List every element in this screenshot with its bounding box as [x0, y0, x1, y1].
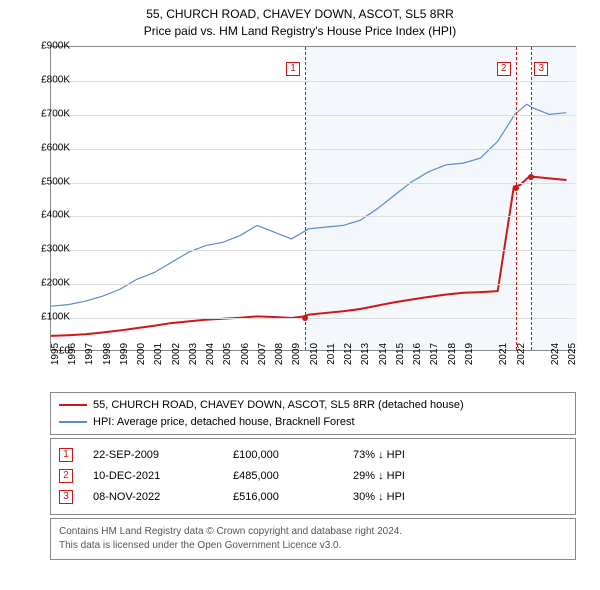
- x-axis-label: 1998: [102, 343, 113, 365]
- x-axis-label: 1999: [119, 343, 130, 365]
- x-axis-label: 2019: [464, 343, 475, 365]
- sale-marker-badge: 3: [534, 62, 548, 76]
- y-axis-label: £500K: [24, 176, 70, 187]
- x-axis-label: 2014: [378, 343, 389, 365]
- x-axis-label: 2021: [498, 343, 509, 365]
- series-dot: [513, 185, 519, 191]
- legend-label-hpi: HPI: Average price, detached house, Brac…: [93, 414, 355, 431]
- sale-price: £100,000: [233, 445, 333, 466]
- sale-delta: 73% ↓ HPI: [353, 445, 405, 466]
- x-axis-label: 2022: [516, 343, 527, 365]
- sale-date: 10-DEC-2021: [93, 466, 213, 487]
- series-dot: [302, 315, 308, 321]
- x-axis-label: 2018: [447, 343, 458, 365]
- legend-row-property: 55, CHURCH ROAD, CHAVEY DOWN, ASCOT, SL5…: [59, 397, 567, 414]
- footer-line2: This data is licensed under the Open Gov…: [59, 539, 567, 553]
- x-axis-label: 2017: [429, 343, 440, 365]
- legend-box: 55, CHURCH ROAD, CHAVEY DOWN, ASCOT, SL5…: [50, 392, 576, 435]
- y-axis-label: £300K: [24, 244, 70, 255]
- y-axis-label: £800K: [24, 74, 70, 85]
- x-axis-label: 2025: [567, 343, 578, 365]
- y-axis-label: £400K: [24, 210, 70, 221]
- series-dot: [528, 174, 534, 180]
- y-axis-label: £0: [24, 346, 70, 357]
- sales-table: 1 22-SEP-2009 £100,000 73% ↓ HPI 2 10-DEC-202…: [50, 438, 576, 515]
- y-axis-label: £700K: [24, 108, 70, 119]
- sale-date: 22-SEP-2009: [93, 445, 213, 466]
- x-axis-label: 2008: [274, 343, 285, 365]
- legend-label-property: 55, CHURCH ROAD, CHAVEY DOWN, ASCOT, SL5…: [93, 397, 464, 414]
- sale-delta: 29% ↓ HPI: [353, 466, 405, 487]
- sale-row: 1 22-SEP-2009 £100,000 73% ↓ HPI: [59, 445, 567, 466]
- x-axis-label: 2006: [240, 343, 251, 365]
- x-axis-label: 2002: [171, 343, 182, 365]
- sale-id-badge: 1: [59, 448, 73, 462]
- x-axis-label: 2013: [360, 343, 371, 365]
- sale-row: 3 08-NOV-2022 £516,000 30% ↓ HPI: [59, 487, 567, 508]
- sale-marker-line: [531, 47, 532, 350]
- sale-price: £516,000: [233, 487, 333, 508]
- x-axis-label: 2009: [291, 343, 302, 365]
- x-axis-label: 2012: [343, 343, 354, 365]
- chart-title: 55, CHURCH ROAD, CHAVEY DOWN, ASCOT, SL5…: [0, 0, 600, 40]
- y-axis-label: £900K: [24, 41, 70, 52]
- y-axis-label: £100K: [24, 312, 70, 323]
- footer-box: Contains HM Land Registry data © Crown c…: [50, 518, 576, 560]
- x-axis-label: 1996: [67, 343, 78, 365]
- gridline: [51, 115, 575, 116]
- x-axis-label: 2010: [309, 343, 320, 365]
- sale-row: 2 10-DEC-2021 £485,000 29% ↓ HPI: [59, 466, 567, 487]
- x-axis-label: 1997: [84, 343, 95, 365]
- x-axis-label: 2007: [257, 343, 268, 365]
- y-axis-label: £600K: [24, 142, 70, 153]
- gridline: [51, 284, 575, 285]
- footer-line1: Contains HM Land Registry data © Crown c…: [59, 525, 567, 539]
- sale-price: £485,000: [233, 466, 333, 487]
- legend-row-hpi: HPI: Average price, detached house, Brac…: [59, 414, 567, 431]
- gridline: [51, 81, 575, 82]
- x-axis-label: 2001: [153, 343, 164, 365]
- x-axis-label: 2003: [188, 343, 199, 365]
- x-axis-label: 1995: [50, 343, 61, 365]
- sale-marker-badge: 2: [497, 62, 511, 76]
- gridline: [51, 216, 575, 217]
- sale-id-badge: 3: [59, 490, 73, 504]
- sale-marker-line: [305, 47, 306, 350]
- y-axis-label: £200K: [24, 278, 70, 289]
- chart-svg: [51, 47, 575, 350]
- title-line1: 55, CHURCH ROAD, CHAVEY DOWN, ASCOT, SL5…: [0, 6, 600, 23]
- series-property: [51, 176, 566, 336]
- sale-delta: 30% ↓ HPI: [353, 487, 405, 508]
- x-axis-label: 2004: [205, 343, 216, 365]
- x-axis-label: 2011: [326, 343, 337, 365]
- title-line2: Price paid vs. HM Land Registry's House …: [0, 23, 600, 40]
- series-hpi: [51, 104, 566, 306]
- gridline: [51, 250, 575, 251]
- x-axis-label: 2016: [412, 343, 423, 365]
- gridline: [51, 318, 575, 319]
- legend-swatch-hpi: [59, 421, 87, 423]
- x-axis-label: 2024: [550, 343, 561, 365]
- legend-swatch-property: [59, 404, 87, 406]
- sale-id-badge: 2: [59, 469, 73, 483]
- x-axis-label: 2000: [136, 343, 147, 365]
- sale-marker-badge: 1: [286, 62, 300, 76]
- x-axis-label: 2015: [395, 343, 406, 365]
- x-axis-label: 2005: [222, 343, 233, 365]
- sale-date: 08-NOV-2022: [93, 487, 213, 508]
- chart-plot-area: [50, 46, 576, 351]
- sale-marker-line: [516, 47, 517, 350]
- gridline: [51, 149, 575, 150]
- gridline: [51, 183, 575, 184]
